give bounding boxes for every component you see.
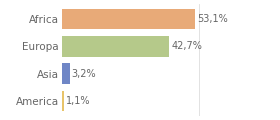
Text: 42,7%: 42,7% — [171, 41, 202, 51]
Bar — [62, 36, 169, 57]
Bar — [62, 91, 64, 111]
Bar — [62, 63, 70, 84]
Text: 1,1%: 1,1% — [66, 96, 91, 106]
Text: 53,1%: 53,1% — [197, 14, 228, 24]
Text: 3,2%: 3,2% — [72, 69, 96, 79]
Bar — [62, 9, 195, 29]
